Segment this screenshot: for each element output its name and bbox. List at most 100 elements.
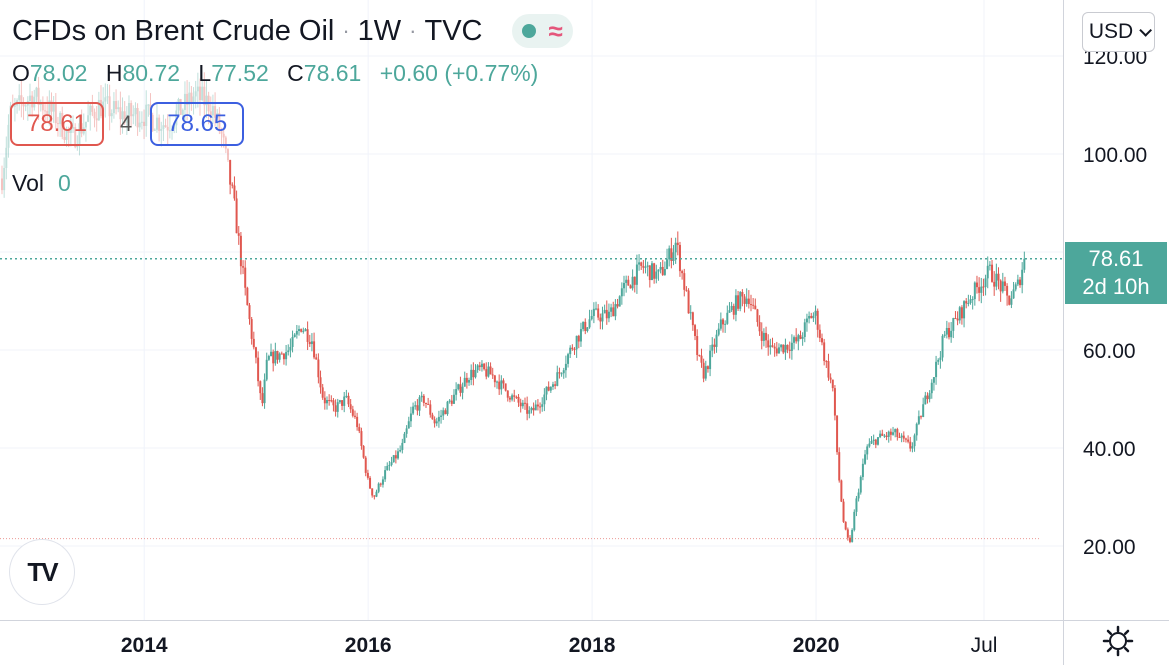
candles bbox=[1, 72, 1026, 544]
candle-body bbox=[164, 125, 167, 127]
candle-body bbox=[252, 338, 255, 348]
candle-body bbox=[543, 394, 546, 405]
candle-body bbox=[930, 382, 933, 394]
candle bbox=[827, 353, 830, 381]
candle bbox=[836, 415, 839, 455]
candle-body bbox=[517, 396, 520, 403]
candle bbox=[668, 245, 671, 267]
candle bbox=[289, 338, 292, 358]
candle-body bbox=[313, 341, 316, 358]
candle bbox=[474, 364, 477, 379]
currency-button[interactable]: USD bbox=[1082, 12, 1155, 52]
candle-body bbox=[726, 312, 729, 324]
candle-body bbox=[369, 477, 372, 489]
candle bbox=[418, 395, 421, 417]
interval[interactable]: 1W bbox=[357, 14, 402, 47]
candle bbox=[584, 318, 587, 335]
candle-body bbox=[920, 416, 923, 418]
candle-body bbox=[773, 346, 776, 349]
candle-body bbox=[894, 429, 897, 433]
market-status-pill[interactable]: ≈ bbox=[512, 14, 573, 48]
candle bbox=[246, 286, 249, 306]
candle bbox=[371, 488, 374, 498]
candle bbox=[590, 309, 593, 321]
candle bbox=[685, 286, 688, 292]
candle bbox=[889, 428, 892, 441]
candle bbox=[132, 105, 135, 125]
candle-body bbox=[971, 299, 974, 301]
candle-body bbox=[734, 295, 737, 315]
candle-body bbox=[452, 394, 455, 404]
candle-body bbox=[571, 347, 574, 350]
candle bbox=[201, 80, 204, 102]
candle-body bbox=[257, 357, 260, 382]
candle bbox=[61, 106, 64, 140]
candle bbox=[487, 362, 490, 378]
candle-body bbox=[409, 413, 412, 422]
candle bbox=[175, 101, 178, 133]
candle-body bbox=[887, 431, 890, 437]
candle-body bbox=[37, 87, 40, 105]
close-value: 78.61 bbox=[303, 60, 362, 86]
candle bbox=[125, 106, 128, 135]
candle-body bbox=[231, 184, 234, 186]
candle bbox=[523, 397, 526, 410]
candle-body bbox=[343, 396, 346, 406]
candle-body bbox=[216, 113, 219, 118]
candle-body bbox=[653, 263, 656, 279]
gear-icon[interactable] bbox=[1101, 624, 1135, 658]
candle bbox=[978, 277, 981, 302]
candle-body bbox=[280, 353, 283, 355]
candle bbox=[722, 318, 725, 333]
candle-body bbox=[349, 404, 352, 410]
candle bbox=[295, 324, 298, 339]
candle-body bbox=[91, 105, 94, 112]
candle bbox=[366, 469, 369, 480]
candle-body bbox=[155, 117, 158, 130]
candle-body bbox=[963, 301, 966, 319]
candle bbox=[250, 317, 253, 345]
candle bbox=[457, 383, 460, 391]
candle-body bbox=[706, 366, 709, 370]
candle-body bbox=[842, 501, 845, 522]
candle-body bbox=[629, 285, 632, 289]
tradingview-logo-icon[interactable]: TV bbox=[10, 540, 74, 604]
x-tick-label: 2020 bbox=[793, 634, 840, 657]
candle bbox=[384, 466, 387, 482]
candle bbox=[816, 308, 819, 338]
candle-body bbox=[577, 335, 580, 342]
candle-body bbox=[965, 301, 968, 304]
candle bbox=[917, 410, 920, 426]
candle-body bbox=[945, 327, 948, 335]
candle-body bbox=[844, 521, 847, 530]
candle bbox=[894, 428, 897, 438]
candle bbox=[638, 254, 641, 271]
buy-price-button[interactable]: 78.65 bbox=[150, 102, 245, 146]
candle-body bbox=[127, 103, 130, 115]
open-value: 78.02 bbox=[29, 60, 88, 86]
candle bbox=[937, 358, 940, 365]
candle bbox=[745, 288, 748, 307]
candle bbox=[369, 475, 372, 490]
candle-body bbox=[597, 308, 600, 318]
candle-body bbox=[644, 266, 647, 268]
candle-body bbox=[119, 107, 122, 120]
symbol-name[interactable]: CFDs on Brent Crude Oil bbox=[12, 14, 335, 47]
candle bbox=[360, 427, 363, 450]
candle bbox=[433, 416, 436, 428]
candle-body bbox=[864, 454, 867, 464]
candle bbox=[872, 434, 875, 446]
candle bbox=[803, 318, 806, 343]
candle bbox=[1019, 276, 1022, 288]
candle bbox=[739, 291, 742, 312]
candle-body bbox=[242, 266, 245, 268]
candle bbox=[377, 482, 380, 494]
candle bbox=[963, 300, 966, 328]
candle-body bbox=[173, 125, 176, 129]
candle-body bbox=[560, 373, 563, 375]
data-source[interactable]: TVC bbox=[424, 14, 483, 47]
candle-body bbox=[506, 390, 509, 398]
sell-price-button[interactable]: 78.61 bbox=[10, 102, 104, 146]
